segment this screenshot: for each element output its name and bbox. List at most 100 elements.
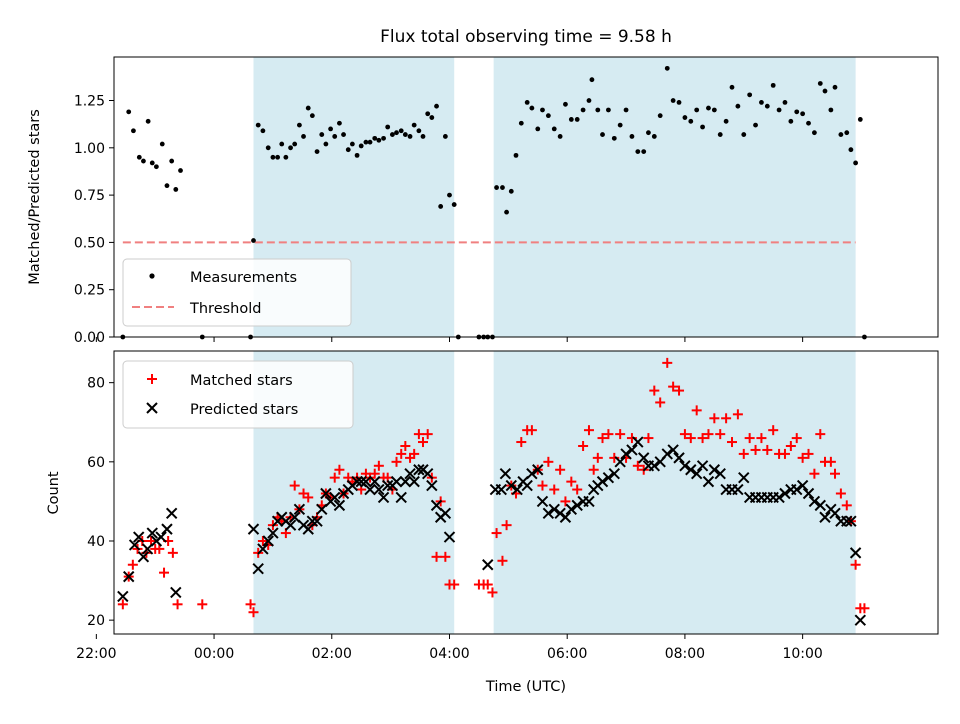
measurement-point <box>557 134 563 139</box>
measurement-point <box>857 117 863 122</box>
measurement-point <box>540 107 545 113</box>
matched-star-point <box>497 555 508 566</box>
count-y-ticks: 20 40 60 80 <box>87 376 114 629</box>
measurement-point <box>447 192 452 198</box>
matched-star-point <box>815 429 826 440</box>
measurement-point <box>332 134 338 139</box>
x-tick-label: 02:00 <box>312 646 352 662</box>
matched-star-point <box>127 559 138 570</box>
matched-star-point <box>583 425 594 436</box>
measurement-point <box>729 84 735 90</box>
measurement-point <box>828 107 834 113</box>
measurement-point <box>337 120 342 126</box>
measurement-point <box>173 187 179 192</box>
predicted-star-point <box>854 614 867 626</box>
measurement-point <box>568 117 574 122</box>
matched-star-point <box>679 429 690 440</box>
matched-star-point <box>744 433 755 444</box>
measurement-point <box>524 100 530 105</box>
measurement-point <box>429 115 435 120</box>
measurement-point <box>611 135 617 141</box>
matched-star-point <box>674 385 685 396</box>
measurement-point <box>794 109 800 115</box>
matched-star-point <box>248 607 259 618</box>
count-y-axis-label: Count <box>46 471 62 514</box>
measurement-point <box>451 202 457 207</box>
predicted-star-point <box>381 479 394 492</box>
matched-star-point <box>703 429 714 440</box>
matched-star-point <box>768 425 779 436</box>
matched-star-point <box>791 433 802 444</box>
measurement-point <box>753 122 758 128</box>
predicted-star-point <box>679 460 691 472</box>
matched-star-point <box>422 429 433 440</box>
predicted-star-point <box>161 523 173 535</box>
predicted-star-point <box>373 483 385 496</box>
predicted-star-point <box>252 562 264 575</box>
measurement-point <box>411 122 417 128</box>
measurement-point <box>372 135 378 141</box>
measurement-point <box>759 100 764 105</box>
measurement-point <box>275 154 281 160</box>
measurement-point <box>513 152 519 158</box>
predicted-star-point <box>661 448 673 460</box>
matched-star-point <box>526 425 537 436</box>
matched-star-point <box>738 448 749 459</box>
predicted-star-point <box>170 586 182 599</box>
matched-star-point <box>809 468 820 479</box>
measurement-point <box>623 107 629 113</box>
measurement-point <box>817 81 823 86</box>
matched-star-point <box>543 456 554 467</box>
matched-star-point <box>756 433 767 444</box>
ratio-y-tick-label: 0.50 <box>74 235 105 251</box>
matched-star-point <box>662 357 673 368</box>
matched-star-point <box>537 480 548 491</box>
count-y-tick-label: 80 <box>87 376 105 392</box>
measurement-point <box>646 130 651 136</box>
matched-star-point <box>830 468 840 479</box>
matched-star-point <box>859 603 870 614</box>
measurement-point <box>711 107 717 113</box>
ratio-axes-frame <box>113 56 939 338</box>
measurement-point <box>288 145 293 151</box>
predicted-star-point <box>808 495 821 508</box>
matched-star-point <box>289 480 300 491</box>
matched-star-point <box>721 413 732 424</box>
count-x-ticks: 22:00 00:00 02:00 04:00 06:00 08:00 10:00 <box>76 634 823 662</box>
measurement-point <box>586 98 592 103</box>
legend-measurements-label: Measurements <box>190 270 297 286</box>
measurement-point <box>328 126 333 132</box>
matched-star-point <box>482 579 493 590</box>
x-axis-label: Time (UTC) <box>485 679 566 695</box>
count-legend-box <box>122 360 354 429</box>
predicted-star-point <box>814 499 826 512</box>
predicted-star-point <box>732 483 744 496</box>
x-tick-label: 22:00 <box>76 646 116 662</box>
measurement-point <box>283 154 289 160</box>
predicted-star-point <box>620 448 632 460</box>
predicted-star-point <box>329 491 341 504</box>
predicted-star-point <box>288 511 301 523</box>
matched-star-point <box>750 444 761 455</box>
matched-star-point <box>835 488 846 499</box>
measurement-point <box>145 118 151 124</box>
matched-star-point <box>850 559 861 570</box>
matched-star-point <box>603 429 614 440</box>
measurement-point <box>149 160 155 166</box>
legend-threshold-label: Threshold <box>189 301 261 317</box>
measurement-point <box>260 128 266 134</box>
predicted-star-point <box>738 471 750 484</box>
measurement-points <box>120 65 867 340</box>
observing-window-shading <box>253 57 856 337</box>
matched-star-point <box>449 579 460 590</box>
matched-star-point <box>418 437 428 448</box>
ratio-y-ticks: 0.00 0.25 0.50 0.75 1.00 1.25 <box>74 94 114 346</box>
predicted-star-point <box>559 511 572 523</box>
matched-star-point <box>400 440 411 451</box>
predicted-star-point <box>351 475 363 488</box>
measurement-point <box>563 101 568 107</box>
measurement-point <box>341 132 346 137</box>
predicted-star-point <box>632 436 644 448</box>
predicted-star-point <box>845 515 857 527</box>
measurement-point <box>844 130 850 136</box>
